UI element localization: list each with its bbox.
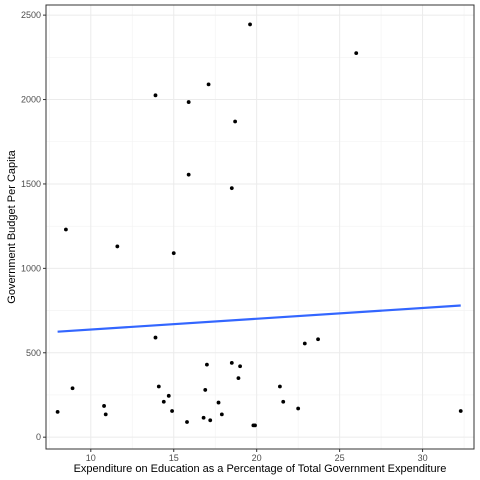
data-point <box>229 361 234 365</box>
data-point <box>205 362 209 367</box>
data-point <box>281 399 286 404</box>
data-point <box>185 420 189 424</box>
data-point <box>458 409 463 413</box>
data-point <box>238 364 242 369</box>
y-tick-label: 2000 <box>21 95 41 105</box>
data-point <box>103 412 108 417</box>
data-point <box>236 376 241 380</box>
data-point <box>248 22 252 27</box>
data-point <box>186 172 191 177</box>
y-tick-label: 1000 <box>21 263 41 273</box>
data-point <box>153 93 158 98</box>
data-point <box>233 119 238 124</box>
data-point <box>64 227 68 232</box>
data-point <box>166 393 171 398</box>
data-point <box>170 409 174 413</box>
y-tick-label: 1500 <box>21 179 41 189</box>
plot-panel-background <box>46 5 474 449</box>
y-axis-ticks: 0 500 1000 1500 2000 2500 <box>21 10 46 442</box>
x-tick-label: 20 <box>252 453 262 463</box>
x-tick-label: 15 <box>169 453 179 463</box>
y-tick-label: 0 <box>36 432 41 442</box>
data-point <box>70 386 75 391</box>
data-point <box>156 384 161 389</box>
data-point <box>278 384 282 389</box>
x-tick-label: 10 <box>86 453 96 463</box>
data-point <box>153 335 158 340</box>
data-point <box>203 388 208 392</box>
data-point <box>302 341 307 346</box>
data-point <box>186 100 191 104</box>
data-point <box>253 423 257 428</box>
data-point <box>206 82 211 87</box>
x-tick-label: 25 <box>335 453 345 463</box>
data-point <box>296 406 301 411</box>
trend-line <box>57 304 461 333</box>
y-tick-label: 2500 <box>21 10 41 20</box>
x-axis-title: Expenditure on Education as a Percentage… <box>74 463 447 475</box>
data-point <box>354 51 359 56</box>
data-point <box>161 399 166 404</box>
data-point <box>171 251 176 256</box>
data-point <box>316 337 320 342</box>
data-point <box>216 400 221 405</box>
data-point <box>201 415 206 420</box>
trend-line-group <box>57 304 461 333</box>
plot-panel-border <box>45 4 475 450</box>
data-point <box>115 244 120 249</box>
y-axis-title: Government Budget Per Capita <box>6 149 18 303</box>
data-point <box>219 412 224 417</box>
data-point <box>102 404 106 408</box>
data-point <box>208 418 213 423</box>
x-axis-ticks: 10 15 20 25 30 <box>86 449 428 463</box>
data-points <box>55 22 463 428</box>
y-tick-label: 500 <box>26 348 41 358</box>
data-point <box>55 409 60 414</box>
data-point <box>229 186 234 191</box>
x-tick-label: 30 <box>418 453 428 463</box>
grid-lines <box>46 5 474 449</box>
